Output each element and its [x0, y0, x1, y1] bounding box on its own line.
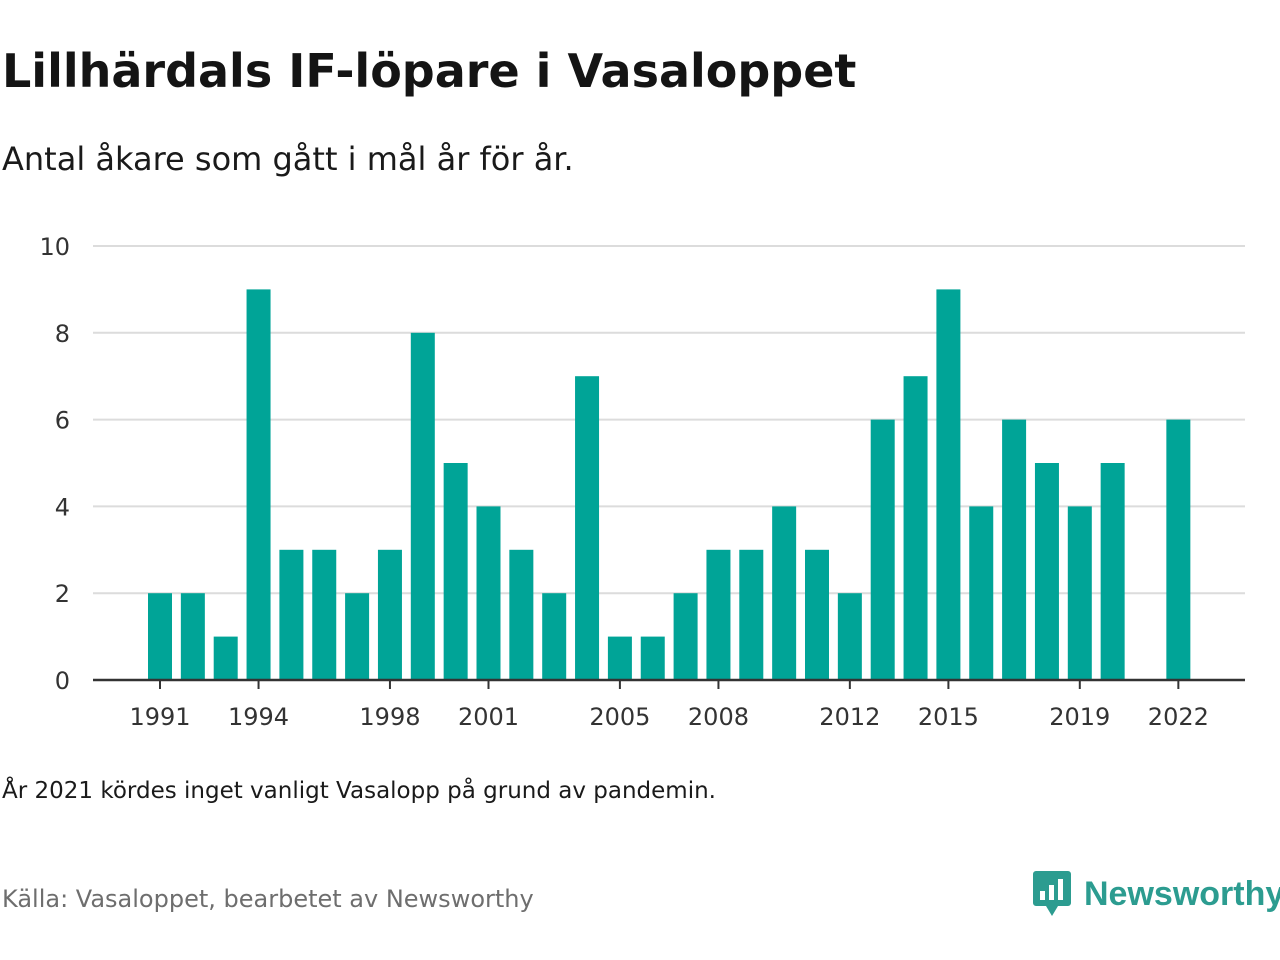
bar	[837, 593, 862, 680]
bar	[377, 549, 402, 680]
x-tick-label: 2019	[1049, 703, 1110, 731]
x-tick-label: 1991	[129, 703, 190, 731]
bar	[279, 549, 304, 680]
bar	[739, 549, 764, 680]
bar	[607, 636, 632, 680]
bar	[410, 332, 435, 680]
bar	[969, 506, 994, 680]
brand-logo: Newsworthy	[1032, 868, 1280, 920]
bar	[772, 506, 797, 680]
bar	[805, 549, 829, 680]
bar	[640, 636, 665, 680]
x-tick-label: 2005	[589, 703, 650, 731]
bar	[246, 289, 271, 680]
y-tick-label: 10	[39, 233, 70, 261]
bar	[1166, 419, 1191, 680]
x-tick-label: 2015	[918, 703, 979, 731]
y-tick-label: 2	[55, 580, 70, 608]
bar	[1002, 419, 1027, 680]
footnote: År 2021 kördes inget vanligt Vasalopp på…	[2, 778, 716, 804]
bar-chart: 0 2 4 6 8 10 1991 1994 1998 2001 2005 2008 2012 2015…	[39, 233, 1245, 731]
chart-title: Lillhärdals IF-löpare i Vasaloppet	[2, 44, 857, 98]
x-tick-label: 2008	[688, 703, 749, 731]
y-tick-label: 8	[55, 320, 70, 348]
brand-name: Newsworthy	[1084, 874, 1280, 913]
y-axis-ticks: 0 2 4 6 8 10	[39, 233, 70, 695]
x-tick-label: 2012	[819, 703, 880, 731]
bar	[936, 289, 961, 680]
chart-subtitle: Antal åkare som gått i mål år för år.	[2, 140, 574, 178]
bar	[443, 463, 468, 680]
bar	[673, 593, 698, 680]
bar	[1067, 506, 1092, 680]
y-tick-label: 4	[55, 493, 70, 521]
bar	[476, 506, 501, 680]
bar	[1034, 463, 1059, 680]
bar	[575, 376, 600, 680]
x-axis-ticks: 1991 1994 1998 2001 2005 2008 2012 2015 2019 2022	[129, 680, 1209, 731]
bars	[148, 289, 1191, 680]
bar	[148, 593, 172, 680]
bar	[213, 636, 238, 680]
y-tick-label: 0	[55, 667, 70, 695]
bar	[1100, 463, 1125, 680]
bar	[345, 593, 370, 680]
x-tick-label: 1994	[228, 703, 289, 731]
source-text: Källa: Vasaloppet, bearbetet av Newswort…	[2, 885, 534, 913]
x-tick-label: 2022	[1148, 703, 1209, 731]
bar	[870, 419, 895, 680]
x-tick-label: 1998	[359, 703, 420, 731]
x-tick-label: 2001	[458, 703, 519, 731]
bar	[509, 549, 534, 680]
bar	[180, 593, 205, 680]
bar	[706, 549, 731, 680]
bar	[542, 593, 567, 680]
bar	[903, 376, 928, 680]
bar	[312, 549, 337, 680]
newsworthy-logo-icon	[1033, 871, 1071, 916]
y-tick-label: 6	[55, 407, 70, 435]
